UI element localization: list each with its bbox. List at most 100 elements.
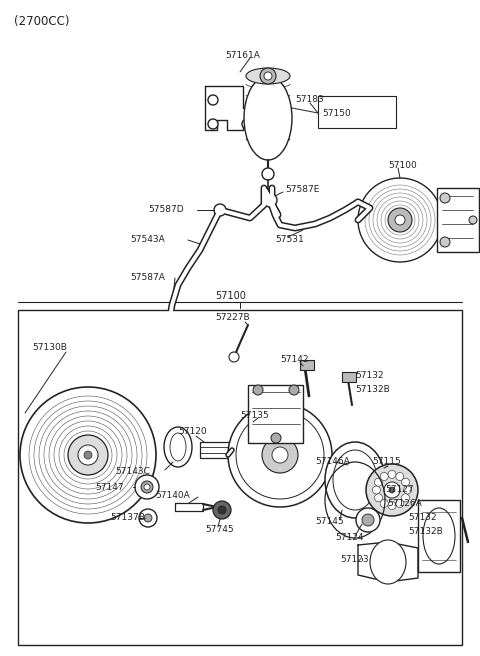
Text: 57143C: 57143C xyxy=(115,468,150,476)
Text: 57132B: 57132B xyxy=(355,386,390,394)
Text: 57126A: 57126A xyxy=(387,499,422,508)
Circle shape xyxy=(396,499,404,508)
Bar xyxy=(200,442,232,458)
Circle shape xyxy=(388,208,412,232)
Text: 57183: 57183 xyxy=(295,96,324,104)
Circle shape xyxy=(380,472,388,480)
Text: 57587D: 57587D xyxy=(148,205,184,215)
Circle shape xyxy=(272,447,288,463)
Bar xyxy=(248,385,303,443)
Circle shape xyxy=(68,435,108,475)
Circle shape xyxy=(229,352,239,362)
Circle shape xyxy=(404,486,412,494)
Text: 57100: 57100 xyxy=(215,291,246,301)
Circle shape xyxy=(388,502,396,510)
Circle shape xyxy=(163,327,173,337)
Circle shape xyxy=(144,514,152,522)
Circle shape xyxy=(389,487,395,493)
Text: 57140A: 57140A xyxy=(155,491,190,499)
Text: 57145: 57145 xyxy=(315,518,344,527)
Ellipse shape xyxy=(325,442,385,518)
Circle shape xyxy=(356,508,380,532)
Text: 57587E: 57587E xyxy=(285,186,319,194)
Bar xyxy=(437,188,479,252)
Circle shape xyxy=(263,193,277,207)
Circle shape xyxy=(388,470,396,478)
Ellipse shape xyxy=(164,427,192,467)
Circle shape xyxy=(253,385,263,395)
Text: 57146A: 57146A xyxy=(315,457,350,466)
Ellipse shape xyxy=(170,433,186,461)
Circle shape xyxy=(440,193,450,203)
Circle shape xyxy=(262,437,298,473)
Bar xyxy=(418,500,460,572)
Circle shape xyxy=(242,119,252,129)
Circle shape xyxy=(139,509,157,527)
Text: 57227B: 57227B xyxy=(215,314,250,323)
Circle shape xyxy=(380,499,388,508)
Circle shape xyxy=(135,475,159,499)
Text: 57132B: 57132B xyxy=(408,527,443,537)
Circle shape xyxy=(362,514,374,526)
Circle shape xyxy=(218,506,226,514)
Circle shape xyxy=(271,433,281,443)
Circle shape xyxy=(374,478,383,486)
Circle shape xyxy=(289,385,299,395)
Circle shape xyxy=(84,451,92,459)
Bar xyxy=(18,310,462,645)
Text: 57587A: 57587A xyxy=(130,274,165,283)
Text: 57115: 57115 xyxy=(372,457,401,466)
Bar xyxy=(342,372,356,382)
Circle shape xyxy=(401,478,409,486)
Circle shape xyxy=(262,168,274,180)
Circle shape xyxy=(228,403,332,507)
Circle shape xyxy=(214,204,226,216)
Text: 57135: 57135 xyxy=(240,411,269,419)
Circle shape xyxy=(395,215,405,225)
Bar xyxy=(160,329,166,335)
Text: 57132: 57132 xyxy=(408,514,437,522)
Circle shape xyxy=(236,411,324,499)
Circle shape xyxy=(469,216,477,224)
Circle shape xyxy=(213,501,231,519)
Circle shape xyxy=(260,68,276,84)
Text: 57142: 57142 xyxy=(280,356,309,365)
Bar xyxy=(318,96,396,128)
Text: (2700CC): (2700CC) xyxy=(14,16,70,28)
Circle shape xyxy=(208,95,218,105)
Circle shape xyxy=(440,237,450,247)
Circle shape xyxy=(372,486,380,494)
Ellipse shape xyxy=(370,540,406,584)
Text: 57745: 57745 xyxy=(205,525,234,535)
Text: 57123: 57123 xyxy=(340,556,369,565)
Text: 57120: 57120 xyxy=(178,428,206,436)
Circle shape xyxy=(396,472,404,480)
Ellipse shape xyxy=(244,76,292,160)
Circle shape xyxy=(78,445,98,465)
Text: 57100: 57100 xyxy=(388,161,417,169)
Ellipse shape xyxy=(246,68,290,84)
Circle shape xyxy=(366,464,418,516)
Text: 57531: 57531 xyxy=(275,236,304,245)
Text: 57130B: 57130B xyxy=(32,344,67,352)
Bar xyxy=(300,360,314,370)
Circle shape xyxy=(358,178,442,262)
Text: 57137B: 57137B xyxy=(110,514,145,522)
Text: 57127: 57127 xyxy=(385,485,414,495)
Circle shape xyxy=(144,484,150,490)
Circle shape xyxy=(384,482,400,498)
Circle shape xyxy=(374,494,383,502)
Text: 57147: 57147 xyxy=(95,483,124,491)
Text: 57543A: 57543A xyxy=(130,236,165,245)
Ellipse shape xyxy=(333,450,377,510)
Text: 57124: 57124 xyxy=(335,533,363,543)
Circle shape xyxy=(20,387,156,523)
Circle shape xyxy=(264,72,272,80)
Text: 57161A: 57161A xyxy=(225,51,260,60)
Text: 57150: 57150 xyxy=(322,108,351,117)
Circle shape xyxy=(401,494,409,502)
Circle shape xyxy=(141,481,153,493)
Text: 57132: 57132 xyxy=(355,371,384,380)
Ellipse shape xyxy=(423,508,455,564)
Circle shape xyxy=(208,119,218,129)
